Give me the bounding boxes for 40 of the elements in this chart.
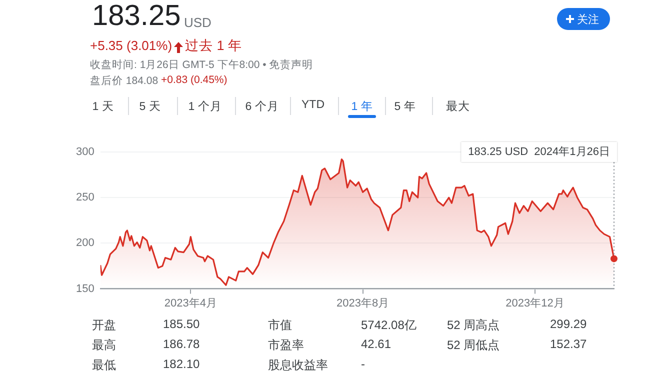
text: USD [184,15,212,30]
text: 股息收益率 [268,357,328,374]
text: 1 天 [92,100,114,114]
text: 5 年 [394,100,416,114]
x-tick-label: 2023年8月 [336,297,390,310]
annotation: 183.25 USD 2024年1月26日 [468,146,610,158]
text: 5742.08亿 [361,317,416,334]
text: 299.29 [550,317,587,331]
text: 最低 [92,357,116,374]
text: 182.10 [163,357,200,371]
text: 最高 [92,337,116,354]
text: 152.37 [550,337,587,351]
text: 1 年 [351,100,373,114]
text: YTD [302,99,324,111]
text: 收盘时间: 1月26日 GMT-5 下午8:00 • 免责声明 [90,58,314,72]
text: 52 周高点 [447,317,500,334]
text: 最大 [446,100,470,114]
chart-title: 183.25 [92,0,181,33]
y-tick-label: 150 [76,282,94,295]
text: 186.78 [163,337,200,351]
text: +5.35 (3.01%) [90,38,172,53]
text: 1 个月 [188,100,222,114]
x-tick-label: 2023年4月 [164,297,217,310]
text: - [361,357,365,371]
y-tick-label: 300 [76,146,94,158]
text: 关注 [577,12,599,27]
text: 6 个月 [245,100,279,114]
text: 开盘 [92,317,116,334]
text: +0.83 (0.45%) [161,74,228,86]
text: 185.50 [163,317,200,331]
text: 市值 [268,317,292,334]
x-tick-label: 2023年12月 [506,297,564,310]
text: 盘后价 184.08 [90,74,158,88]
text: 42.61 [361,337,392,351]
y-tick-label: 200 [76,237,94,250]
text: 市盈率 [268,337,304,354]
y-tick-label: 250 [76,192,94,204]
text: 52 周低点 [447,337,500,354]
text: 5 天 [139,100,161,114]
text: 过去 1 年 [185,37,242,55]
